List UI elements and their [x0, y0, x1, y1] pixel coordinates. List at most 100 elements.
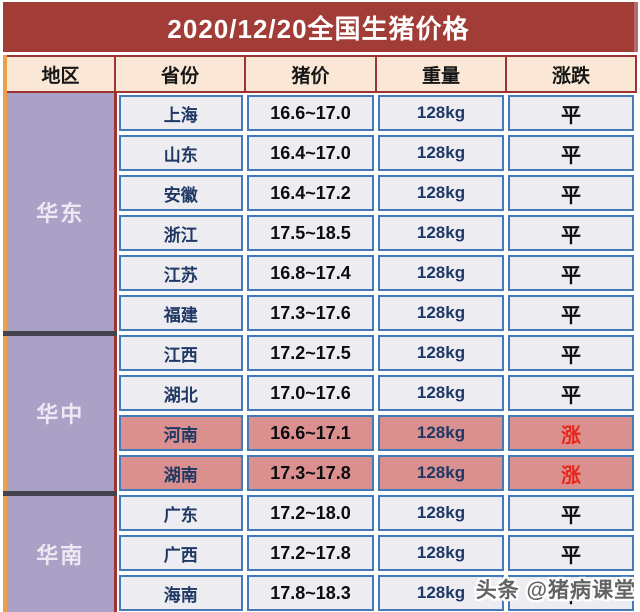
weight-cell: 128kg: [376, 573, 506, 612]
price-cell-text: 17.8~18.3: [270, 582, 351, 603]
region-cell: 华南: [3, 493, 117, 612]
table-body: 华东 上海 16.6~17.0 128kg 平山东 16.4~17.0 128kg 平安徽 16…: [3, 92, 636, 612]
weight-cell: 128kg: [376, 453, 506, 493]
change-cell: 平: [506, 133, 636, 173]
table-row: 湖南 17.3~17.8 128kg 涨: [5, 453, 636, 493]
price-cell-text: 16.4~17.2: [270, 182, 351, 203]
change-cell: 平: [506, 253, 636, 293]
price-cell-text: 16.6~17.1: [270, 422, 351, 443]
column-header-2: 猪价: [244, 55, 377, 93]
province-cell-text: 上海: [163, 105, 198, 125]
price-cell-text: 17.3~17.8: [270, 462, 351, 483]
province-cell-text: 江苏: [163, 265, 198, 285]
province-cell: 河南: [115, 413, 245, 453]
table-row: 广西 17.2~17.8 128kg 平: [5, 533, 636, 573]
price-cell-text: 16.4~17.0: [270, 142, 351, 163]
change-cell: 平: [506, 573, 636, 612]
table-row: 山东 16.4~17.0 128kg 平: [5, 133, 636, 173]
province-cell: 湖南: [115, 453, 245, 493]
change-cell-text: 平: [561, 264, 581, 287]
table-row: 河南 16.6~17.1 128kg 涨: [5, 413, 636, 453]
price-cell-text: 17.5~18.5: [270, 222, 351, 243]
weight-cell-text: 128kg: [416, 303, 466, 322]
table-row: 华南 广东 17.2~18.0 128kg 平: [3, 493, 636, 612]
change-cell-text: 平: [561, 504, 581, 527]
price-cell: 16.6~17.0: [245, 92, 376, 133]
column-header-3: 重量: [375, 55, 507, 93]
change-cell: 涨: [506, 413, 636, 453]
price-cell-text: 17.2~18.0: [270, 502, 351, 523]
province-cell: 安徽: [115, 173, 245, 213]
change-cell-text: 平: [561, 104, 581, 127]
price-cell: 17.2~17.5: [245, 333, 376, 373]
weight-cell-text: 128kg: [416, 143, 466, 162]
change-cell: 平: [506, 333, 636, 373]
weight-cell: 128kg: [376, 253, 506, 293]
change-cell: 平: [506, 173, 636, 213]
change-cell-text: 涨: [561, 424, 581, 447]
change-cell-text: 平: [561, 184, 581, 207]
price-cell: 17.2~18.0: [245, 493, 376, 533]
weight-cell: 128kg: [376, 533, 506, 573]
change-cell-text: 平: [561, 224, 581, 247]
weight-cell: 128kg: [376, 413, 506, 453]
pig-price-table: 地区 省份 猪价 重量 涨跌 华东 上海 16.6~17.0 128kg 平山东 16.4~17.…: [3, 55, 637, 612]
change-cell-text: 平: [561, 144, 581, 167]
price-cell: 16.4~17.2: [245, 173, 376, 213]
page-title: 2020/12/20全国生猪价格: [3, 2, 638, 52]
column-header-0: 地区: [3, 55, 116, 93]
price-cell-text: 16.8~17.4: [270, 262, 351, 283]
province-cell-text: 浙江: [163, 225, 198, 245]
table-row: 安徽 16.4~17.2 128kg 平: [5, 173, 636, 213]
province-cell-text: 广东: [163, 505, 198, 525]
weight-cell-text: 128kg: [416, 463, 466, 482]
region-cell: 华中: [3, 333, 117, 496]
province-cell: 上海: [115, 92, 245, 133]
weight-cell-text: 128kg: [416, 223, 466, 242]
change-cell-text: 平: [561, 584, 581, 607]
price-cell-text: 16.6~17.0: [270, 102, 351, 123]
change-cell: 平: [506, 92, 636, 133]
province-cell-text: 福建: [163, 305, 198, 325]
province-cell-text: 海南: [163, 585, 198, 605]
weight-cell: 128kg: [376, 213, 506, 253]
table-header-row: 地区 省份 猪价 重量 涨跌: [3, 55, 637, 93]
province-cell-text: 湖南: [163, 465, 198, 485]
table-row: 华中 江西 17.2~17.5 128kg 平: [3, 333, 636, 496]
province-cell: 江西: [115, 333, 245, 373]
price-cell: 17.3~17.6: [245, 293, 376, 333]
price-cell: 17.3~17.8: [245, 453, 376, 493]
change-cell-text: 平: [561, 304, 581, 327]
price-cell-text: 17.2~17.5: [270, 342, 351, 363]
price-cell-text: 17.0~17.6: [270, 382, 351, 403]
weight-cell-text: 128kg: [416, 343, 466, 362]
change-cell-text: 涨: [561, 464, 581, 487]
table-row: 湖北 17.0~17.6 128kg 平: [5, 373, 636, 413]
province-cell: 福建: [115, 293, 245, 333]
weight-cell: 128kg: [376, 173, 506, 213]
weight-cell: 128kg: [376, 493, 506, 533]
change-cell: 平: [506, 293, 636, 333]
change-cell-text: 平: [561, 344, 581, 367]
province-cell: 江苏: [115, 253, 245, 293]
price-cell: 17.5~18.5: [245, 213, 376, 253]
change-cell-text: 平: [561, 384, 581, 407]
price-cell-text: 17.2~17.8: [270, 542, 351, 563]
table-row: 海南 17.8~18.3 128kg 平: [5, 573, 636, 612]
column-header-4: 涨跌: [505, 55, 637, 93]
province-cell-text: 广西: [163, 545, 198, 565]
column-header-1: 省份: [114, 55, 246, 93]
province-cell: 广东: [115, 493, 245, 533]
table-row: 江苏 16.8~17.4 128kg 平: [5, 253, 636, 293]
change-cell: 平: [506, 533, 636, 573]
weight-cell: 128kg: [376, 133, 506, 173]
change-cell: 涨: [506, 453, 636, 493]
weight-cell: 128kg: [376, 92, 506, 133]
price-cell: 17.8~18.3: [245, 573, 376, 612]
province-cell: 湖北: [115, 373, 245, 413]
change-cell-text: 平: [561, 544, 581, 567]
province-cell: 浙江: [115, 213, 245, 253]
table-row: 福建 17.3~17.6 128kg 平: [5, 293, 636, 333]
price-cell: 17.2~17.8: [245, 533, 376, 573]
